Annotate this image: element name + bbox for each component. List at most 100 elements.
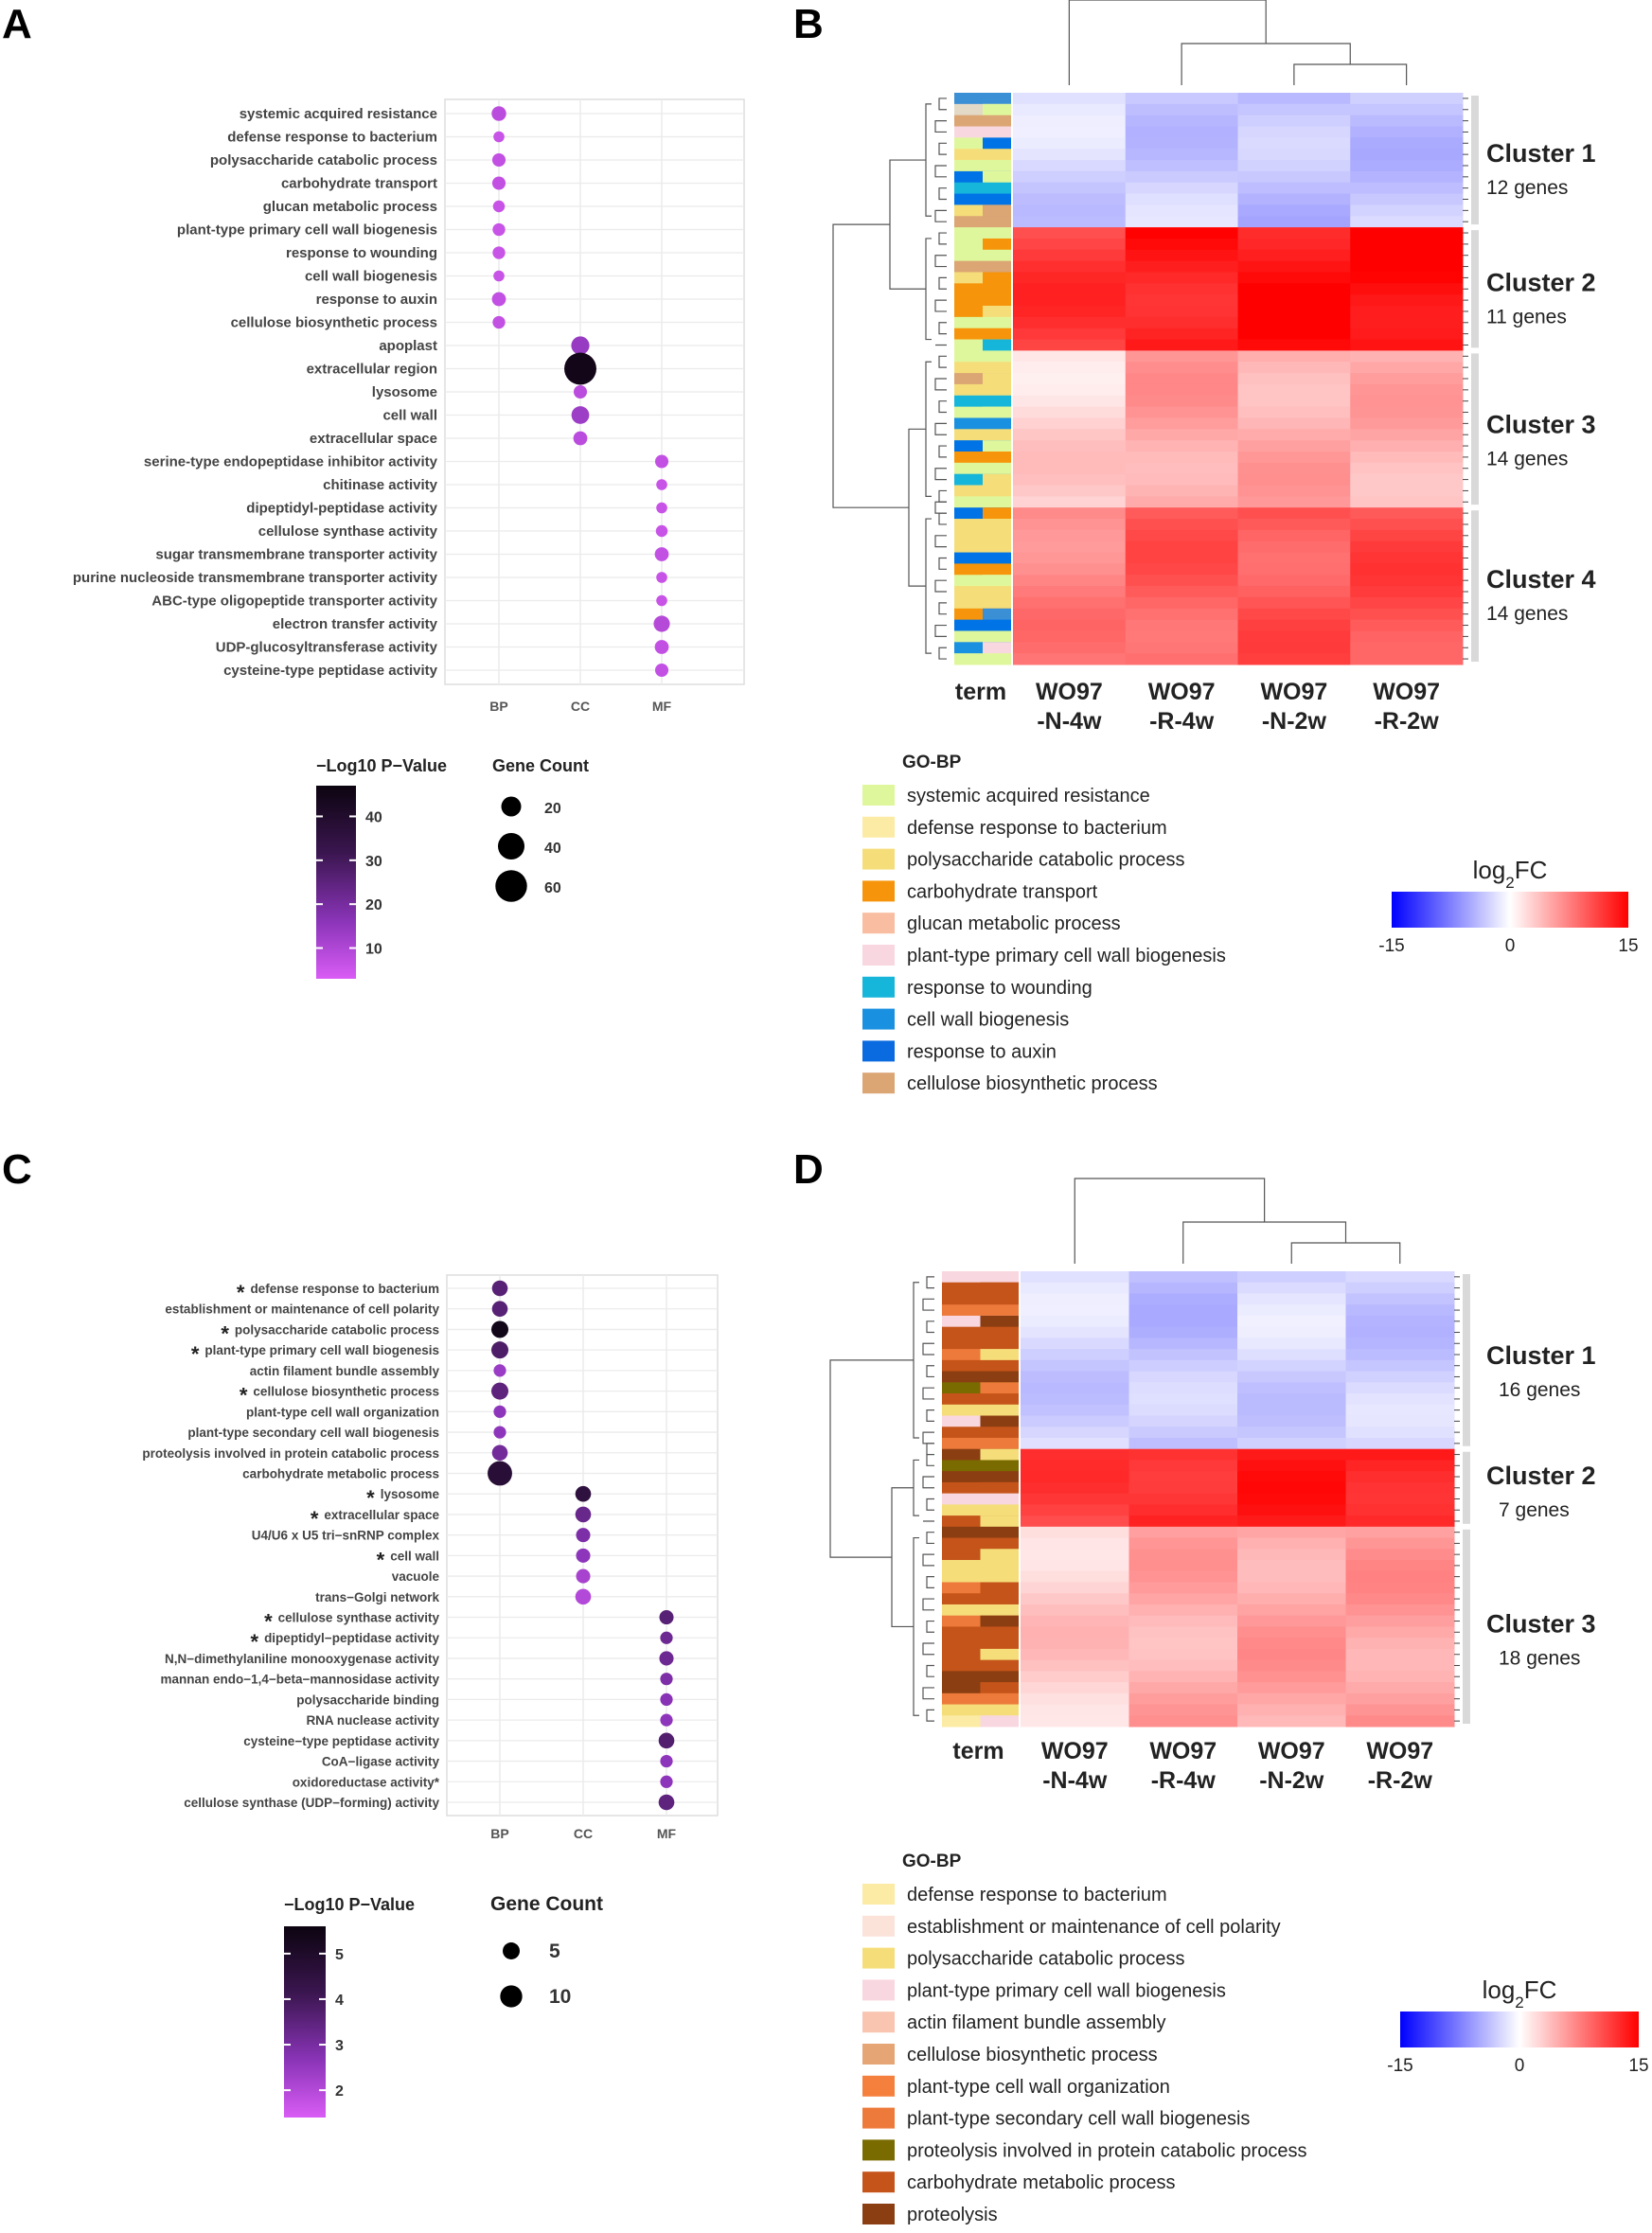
heat-cell bbox=[1021, 1393, 1129, 1406]
color-legend-title-a: −Log10 P−Value bbox=[316, 756, 447, 775]
term-column-label: term bbox=[952, 1738, 1004, 1764]
heat-cell bbox=[1021, 1349, 1129, 1361]
cluster-bar bbox=[1471, 353, 1479, 505]
go-legend-label: response to wounding bbox=[907, 978, 1092, 999]
col-dendrogram-branch bbox=[938, 602, 947, 615]
heat-cell bbox=[1021, 1549, 1129, 1561]
term-cell bbox=[942, 1560, 1019, 1572]
heat-cell bbox=[1350, 395, 1464, 408]
term-label: proteolysis involved in protein cataboli… bbox=[142, 1446, 439, 1461]
term-cell bbox=[954, 294, 1011, 307]
term-label: cellulose biosynthetic process bbox=[231, 315, 437, 331]
heat-cell bbox=[1350, 227, 1464, 239]
size-legend-label: 60 bbox=[544, 880, 561, 896]
heat-cell bbox=[1125, 93, 1238, 105]
heat-cell bbox=[1350, 249, 1464, 262]
go-legend-swatch bbox=[862, 816, 895, 838]
go-legend-label: plant-type secondary cell wall biogenesi… bbox=[907, 2109, 1250, 2130]
cluster-gene-count: 11 genes bbox=[1486, 306, 1567, 328]
heat-cell bbox=[1350, 373, 1464, 385]
heat-cell bbox=[1125, 440, 1238, 452]
term-cell bbox=[983, 306, 1011, 318]
heat-cell bbox=[1125, 608, 1238, 621]
heat-cell bbox=[1021, 1371, 1129, 1383]
heat-cell bbox=[1350, 541, 1464, 554]
color-tick-label: 30 bbox=[365, 854, 382, 870]
dot-bp bbox=[493, 131, 505, 143]
term-cell bbox=[983, 541, 1011, 554]
term-label: oxidoreductase activity* bbox=[293, 1775, 440, 1789]
col-dendrogram-branch bbox=[938, 400, 947, 414]
heat-cell bbox=[1128, 1338, 1238, 1350]
go-legend-swatch bbox=[862, 976, 895, 998]
heat-cell bbox=[1237, 238, 1351, 251]
size-legend-dot bbox=[500, 1985, 523, 2008]
term-cell bbox=[983, 238, 1011, 251]
col-dendrogram-branch bbox=[934, 120, 947, 133]
heat-cell bbox=[1350, 619, 1464, 631]
heat-cell bbox=[1125, 227, 1238, 239]
size-legend-title-c: Gene Count bbox=[490, 1893, 603, 1915]
cluster-name: Cluster 2 bbox=[1486, 268, 1596, 296]
heat-cell bbox=[1237, 1271, 1346, 1284]
col-dendrogram-branch bbox=[922, 1431, 934, 1444]
fc-color-bar bbox=[1400, 2011, 1639, 2047]
term-cell bbox=[942, 1671, 1019, 1683]
size-legend-label: 20 bbox=[544, 801, 561, 817]
col-dendrogram-branch bbox=[922, 1476, 934, 1489]
heat-cell bbox=[1128, 1638, 1238, 1650]
col-dendrogram-branch bbox=[938, 322, 947, 335]
dot-cc bbox=[573, 431, 588, 446]
heat-cell bbox=[1013, 249, 1127, 262]
cluster-name: Cluster 2 bbox=[1486, 1462, 1596, 1490]
heat-cell bbox=[1013, 440, 1127, 452]
term-cell bbox=[983, 272, 1011, 284]
column-label: -R-4w bbox=[1151, 1767, 1217, 1794]
term-cell bbox=[983, 440, 1011, 452]
heat-cell bbox=[1125, 541, 1238, 554]
heat-cell bbox=[1237, 1659, 1346, 1672]
dot-cc bbox=[571, 406, 590, 424]
go-legend-swatch bbox=[862, 913, 895, 934]
col-dendrogram-branch bbox=[938, 232, 947, 245]
heat-cell bbox=[1345, 1659, 1455, 1672]
heat-cell bbox=[1128, 1560, 1238, 1572]
column-label: WO97 bbox=[1036, 679, 1103, 705]
heat-cell bbox=[1350, 653, 1464, 665]
col-dendrogram-branch bbox=[913, 1282, 919, 1439]
size-legend-dot bbox=[497, 832, 525, 860]
term-cell bbox=[980, 1549, 1019, 1561]
term-label: apoplast bbox=[379, 338, 437, 354]
heat-cell bbox=[1350, 496, 1464, 508]
heat-cell bbox=[1350, 350, 1464, 363]
heat-cell bbox=[1350, 216, 1464, 228]
col-dendrogram-branch bbox=[938, 142, 947, 155]
go-legend-label: actin filament bundle assembly bbox=[907, 2012, 1165, 2033]
heat-cell bbox=[1345, 1615, 1455, 1627]
dot-bp bbox=[491, 106, 506, 121]
heat-cell bbox=[1125, 272, 1238, 284]
x-tick-label: BP bbox=[489, 699, 507, 714]
heat-cell bbox=[1128, 1515, 1238, 1528]
heat-cell bbox=[1237, 362, 1351, 374]
x-tick-label: CC bbox=[571, 699, 590, 714]
heat-cell bbox=[1345, 1582, 1455, 1594]
dot-mf bbox=[656, 594, 667, 607]
col-dendrogram-branch bbox=[908, 428, 926, 587]
heat-cell bbox=[1125, 473, 1238, 487]
heat-cell bbox=[1013, 417, 1127, 430]
term-cell bbox=[954, 149, 1011, 161]
dot-bp bbox=[491, 292, 506, 307]
term-cell bbox=[954, 227, 1011, 239]
term-cell bbox=[983, 642, 1011, 654]
cluster-gene-count: 14 genes bbox=[1486, 448, 1568, 470]
heat-cell bbox=[1013, 93, 1127, 105]
go-legend-label: plant-type primary cell wall biogenesis bbox=[907, 1980, 1226, 2001]
heat-cell bbox=[1345, 1682, 1455, 1694]
term-label: actin filament bundle assembly bbox=[250, 1364, 440, 1378]
heat-cell bbox=[1350, 204, 1464, 217]
heat-cell bbox=[1125, 182, 1238, 195]
significance-star: * bbox=[311, 1507, 319, 1531]
heat-cell bbox=[1237, 1404, 1346, 1417]
heat-cell bbox=[1128, 1471, 1238, 1483]
